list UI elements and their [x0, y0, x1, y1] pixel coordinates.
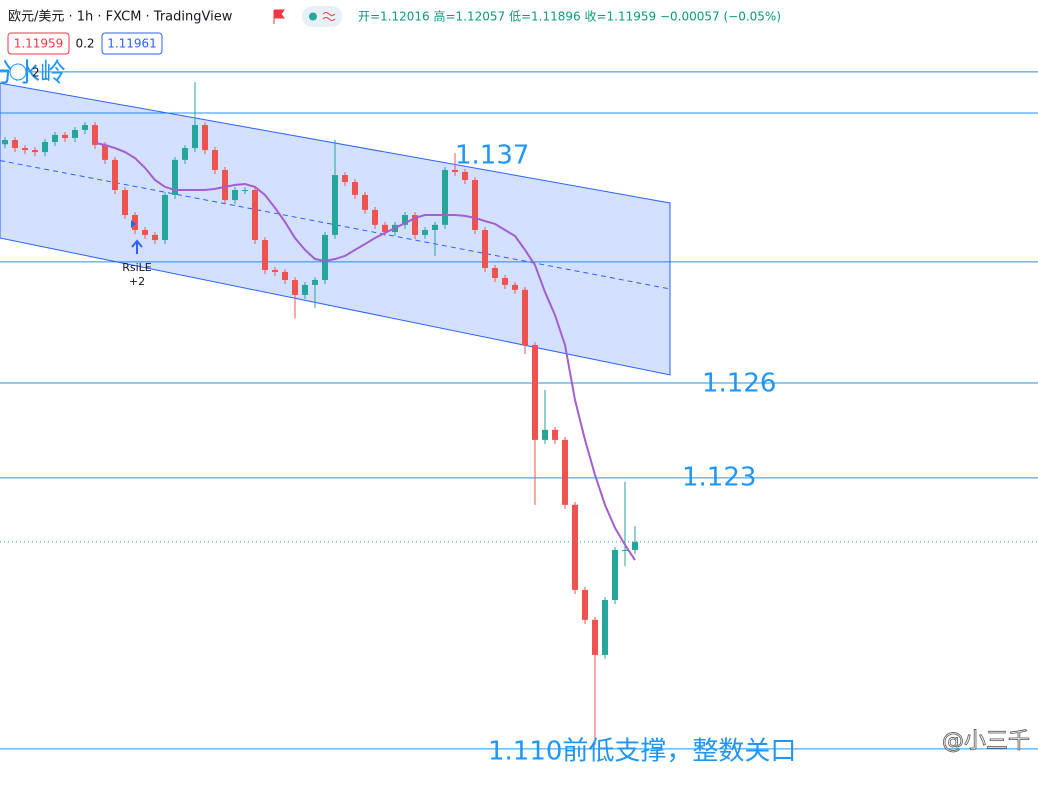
candle-body: [252, 190, 258, 241]
candle-body: [102, 144, 108, 160]
candle-body: [192, 125, 198, 149]
candle-body: [62, 134, 68, 138]
candle-body: [42, 142, 48, 153]
status-pill[interactable]: [302, 6, 342, 27]
candle-body: [532, 344, 538, 440]
annotation: 1.137: [455, 141, 529, 171]
candle-body: [22, 148, 28, 151]
candle-body: [152, 234, 158, 241]
candle-body: [262, 240, 268, 270]
ask-box[interactable]: [101, 32, 163, 55]
candle-body: [92, 125, 98, 145]
badge: 2: [32, 66, 40, 80]
candle-body: [122, 190, 128, 216]
candle-body: [442, 169, 448, 225]
signal-arrow: [131, 239, 143, 254]
candle-body: [302, 284, 308, 295]
candle-body: [492, 267, 498, 278]
candle-body: [402, 215, 408, 225]
candle-body: [502, 277, 508, 285]
candle-body: [242, 190, 248, 192]
candle-body: [472, 179, 478, 230]
candle-body: [232, 190, 238, 201]
candle-body: [382, 224, 388, 233]
signal-flag: [131, 220, 136, 228]
candle-body: [372, 209, 378, 225]
candle-body: [512, 284, 518, 290]
candle-body: [462, 171, 468, 180]
candle-body: [362, 194, 368, 210]
candle-body: [282, 271, 288, 281]
candle-body: [452, 169, 458, 172]
plot: [0, 71, 1038, 750]
signal-label: RsiLE: [122, 261, 152, 274]
candle-body: [32, 150, 38, 153]
ohlc: 开=1.12016 高=1.12057 低=1.11896 收=1.11959 …: [358, 9, 781, 24]
candle-body: [352, 181, 358, 195]
candle-body: [132, 215, 138, 230]
candle-body: [182, 148, 188, 160]
ask: 1.11961: [107, 37, 157, 51]
annotation: 1.110前低支撑，整数关口: [488, 737, 796, 767]
candle-body: [312, 280, 318, 285]
candle-body: [412, 215, 418, 235]
candle-body: [552, 429, 558, 440]
bid: 1.11959: [14, 37, 64, 51]
candle-body: [162, 194, 168, 241]
bid-box[interactable]: [7, 32, 70, 55]
channel-mid: [0, 160, 671, 290]
candle-body: [2, 140, 8, 145]
candle-body: [592, 619, 598, 655]
candle-body: [422, 229, 428, 235]
candle-body: [572, 504, 578, 590]
signal-count: +2: [129, 275, 145, 288]
symbol[interactable]: 欧元/美元 · 1h · FXCM · TradingView: [8, 10, 233, 25]
badge-circle: [9, 63, 27, 81]
candle-body: [542, 429, 548, 440]
candle-body: [222, 169, 228, 201]
header-bg: [0, 0, 1038, 58]
status-wave: [322, 12, 336, 21]
candle-body: [272, 269, 278, 272]
moving-average: [94, 141, 636, 561]
candle-body: [322, 234, 328, 281]
candle-body: [292, 280, 298, 295]
candle-body: [112, 159, 118, 191]
candle-body: [602, 599, 608, 655]
candle-body: [622, 549, 628, 551]
candle-body: [142, 229, 148, 235]
candle-body: [202, 125, 208, 151]
candle-body: [212, 150, 218, 170]
annotation: 1.123: [682, 463, 756, 493]
spread: 0.2: [75, 37, 94, 51]
candle-body: [172, 159, 178, 195]
candle-body: [582, 589, 588, 620]
status-dot: [309, 12, 317, 21]
flag-icon[interactable]: [273, 9, 285, 24]
candle-body: [482, 229, 488, 268]
watermark: @小三千: [942, 729, 1030, 754]
candle-body: [562, 439, 568, 505]
candle-body: [52, 134, 58, 143]
candle-body: [82, 125, 88, 130]
candle-body: [342, 175, 348, 182]
candle-body: [522, 289, 528, 345]
annotation: 1.126: [702, 369, 776, 399]
candle-body: [612, 549, 618, 600]
candle-body: [432, 224, 438, 230]
candle-body: [72, 129, 78, 138]
candle-body: [12, 140, 18, 149]
candle-body: [332, 175, 338, 235]
candle-body: [632, 541, 638, 550]
